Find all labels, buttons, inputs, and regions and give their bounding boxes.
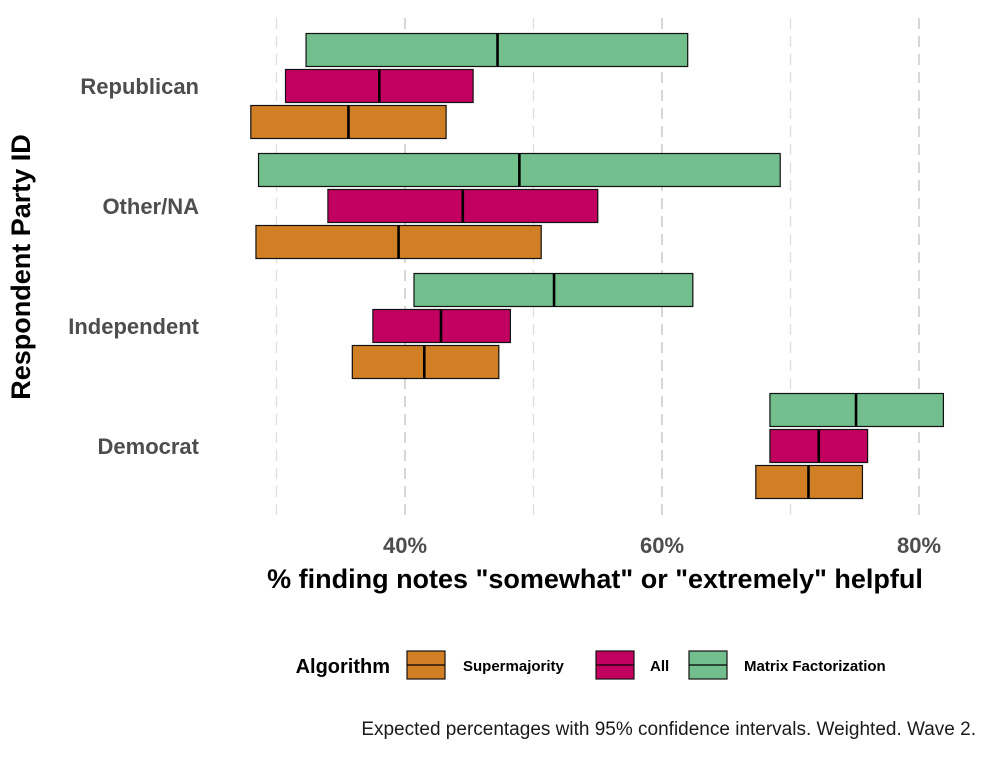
x-tick-label: 40% xyxy=(383,533,427,558)
legend-item: Supermajority xyxy=(406,650,565,680)
crossbar xyxy=(755,464,864,500)
y-axis-title: Respondent Party ID xyxy=(6,134,36,400)
legend-label: All xyxy=(650,658,669,675)
x-tick-label: 80% xyxy=(897,533,941,558)
caption: Expected percentages with 95% confidence… xyxy=(361,719,976,740)
x-tick-labels: 40% 60% 80% xyxy=(383,533,941,558)
crossbar xyxy=(305,32,689,68)
legend-label: Matrix Factorization xyxy=(744,658,886,675)
crossbar xyxy=(255,224,542,260)
legend-item: Matrix Factorization xyxy=(688,650,886,680)
x-axis-title: % finding notes "somewhat" or "extremely… xyxy=(267,564,923,594)
legend-item: All xyxy=(595,650,669,680)
crossbar xyxy=(413,272,694,308)
legend: Algorithm Supermajority All Matrix Factori… xyxy=(296,650,886,680)
y-tick-label: Republican xyxy=(80,74,199,99)
crossbar xyxy=(372,308,511,344)
crossbar xyxy=(284,68,474,104)
crossbar xyxy=(327,188,599,224)
crossbar xyxy=(769,428,869,464)
crossbar xyxy=(257,152,781,188)
crossbar xyxy=(351,344,500,380)
y-tick-label: Independent xyxy=(68,314,199,339)
x-tick-label: 60% xyxy=(640,533,684,558)
y-tick-labels: Republican Other/NA Independent Democrat xyxy=(68,74,199,459)
crossbars xyxy=(250,32,945,500)
crossbar xyxy=(769,392,945,428)
crossbar xyxy=(250,104,447,140)
y-tick-label: Other/NA xyxy=(102,194,199,219)
legend-title: Algorithm xyxy=(296,656,390,678)
y-tick-label: Democrat xyxy=(98,434,200,459)
legend-label: Supermajority xyxy=(463,658,565,675)
